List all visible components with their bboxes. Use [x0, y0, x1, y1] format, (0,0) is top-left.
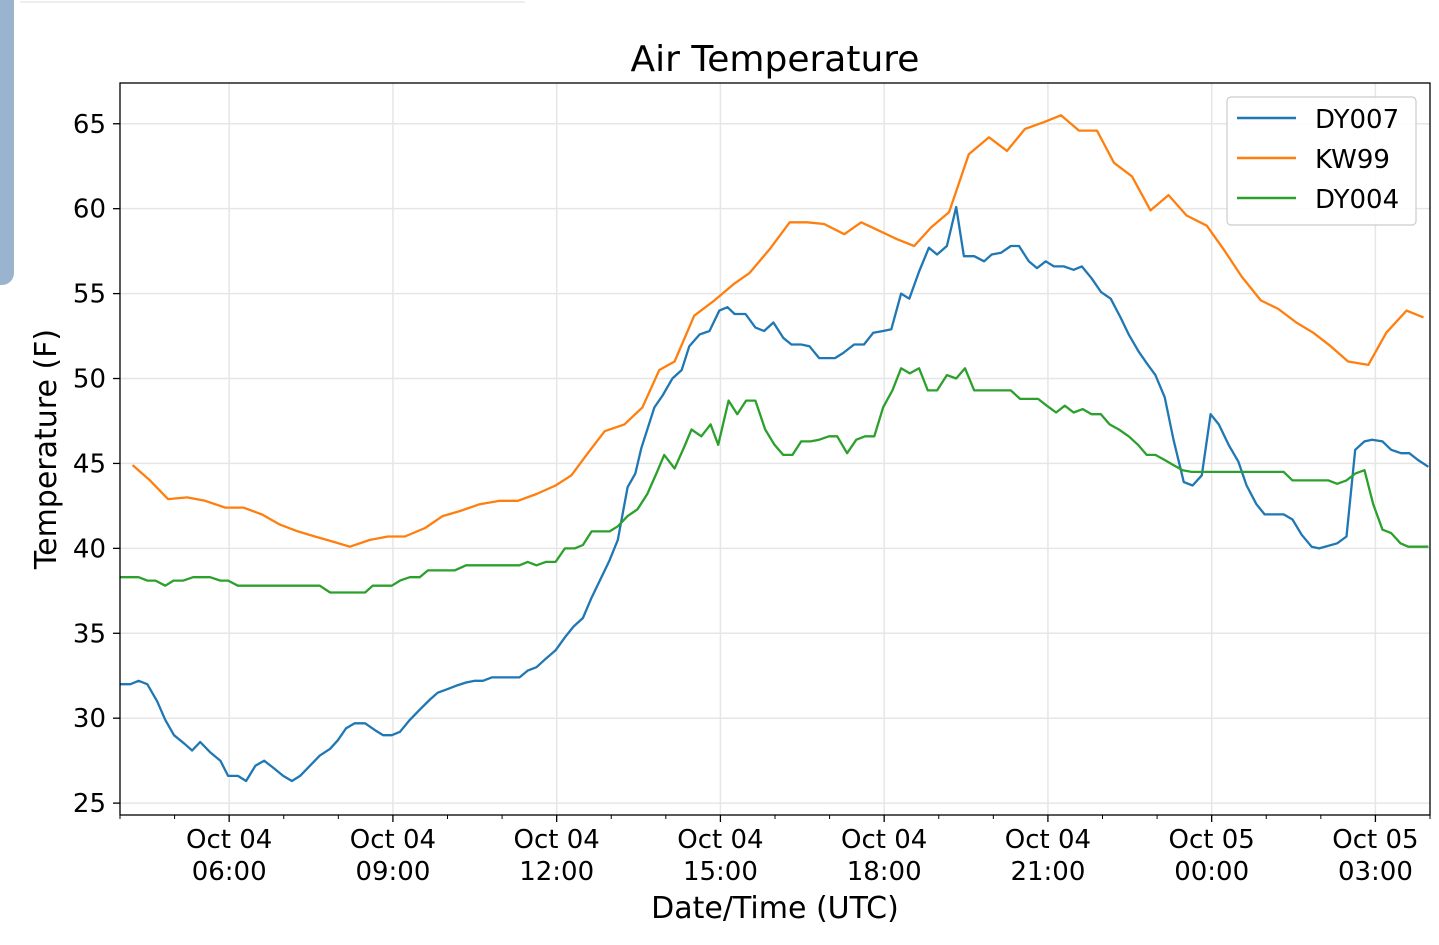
- x-tick-label-date: Oct 04: [841, 825, 927, 855]
- y-tick-label: 65: [73, 110, 106, 140]
- x-tick-label-date: Oct 05: [1332, 825, 1418, 855]
- series-line-dy007: [120, 205, 1430, 783]
- x-tick-label-date: Oct 04: [186, 825, 272, 855]
- x-tick-label-date: Oct 04: [677, 825, 763, 855]
- y-tick-label: 30: [73, 704, 106, 734]
- x-tick-label-date: Oct 04: [350, 825, 436, 855]
- x-tick-label-date: Oct 05: [1169, 825, 1255, 855]
- series-line-kw99: [131, 114, 1424, 548]
- x-tick-label-date: Oct 04: [514, 825, 600, 855]
- x-tick-label-date: Oct 04: [1005, 825, 1091, 855]
- chart-title: Air Temperature: [631, 39, 920, 80]
- top-divider: [20, 1, 525, 3]
- legend-label-kw99: KW99: [1315, 145, 1390, 175]
- side-panel-tab[interactable]: [0, 0, 14, 285]
- y-tick-label: 50: [73, 365, 106, 395]
- x-tick-label-time: 18:00: [847, 857, 922, 887]
- x-tick-label-time: 03:00: [1338, 857, 1413, 887]
- legend-label-dy007: DY007: [1315, 105, 1399, 135]
- series-lines: [120, 114, 1430, 783]
- x-axis-label: Date/Time (UTC): [651, 891, 899, 926]
- legend: DY007 KW99 DY004: [1226, 96, 1417, 226]
- x-tick-label-time: 06:00: [192, 857, 267, 887]
- legend-box: [1226, 96, 1417, 226]
- grid: [120, 83, 1430, 815]
- x-tick-label-time: 15:00: [683, 857, 758, 887]
- y-tick-label: 55: [73, 280, 106, 310]
- x-tick-label-time: 12:00: [519, 857, 594, 887]
- y-tick-label: 40: [73, 534, 106, 564]
- x-tick-label-time: 21:00: [1010, 857, 1085, 887]
- series-line-dy004: [120, 367, 1429, 594]
- y-tick-label: 25: [73, 789, 106, 819]
- x-tick-label-time: 09:00: [355, 857, 430, 887]
- y-tick-label: 45: [73, 449, 106, 479]
- y-tick-label: 60: [73, 195, 106, 225]
- y-axis: 25 30 35 40 45 50 55 60 65: [73, 110, 120, 819]
- y-tick-label: 35: [73, 619, 106, 649]
- x-tick-label-time: 00:00: [1174, 857, 1249, 887]
- legend-label-dy004: DY004: [1315, 185, 1399, 215]
- y-axis-label: Temperature (F): [29, 329, 64, 570]
